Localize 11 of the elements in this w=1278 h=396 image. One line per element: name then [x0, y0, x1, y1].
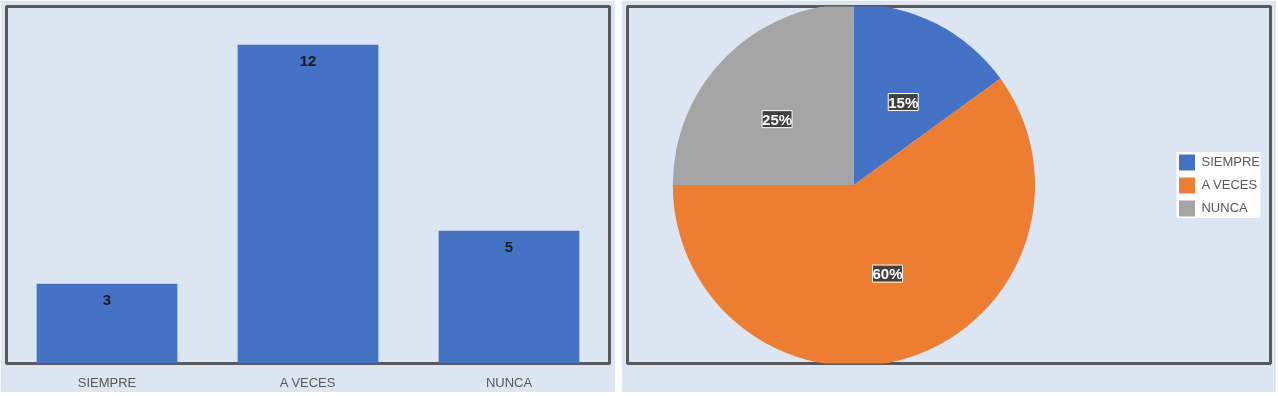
data-label: 5 — [504, 237, 514, 255]
data-label: 15% — [888, 93, 919, 111]
legend-label: NUNCA — [1201, 200, 1248, 215]
data-label: 3 — [102, 290, 112, 308]
x-tick-label: A VECES — [279, 374, 336, 390]
data-label: 12 — [299, 51, 317, 69]
x-tick-label: NUNCA — [485, 374, 533, 390]
data-label: 60% — [872, 265, 903, 283]
x-tick-label: SIEMPRE — [77, 374, 137, 390]
legend-label: SIEMPRE — [1201, 154, 1260, 169]
legend-label: A VECES — [1201, 177, 1258, 192]
